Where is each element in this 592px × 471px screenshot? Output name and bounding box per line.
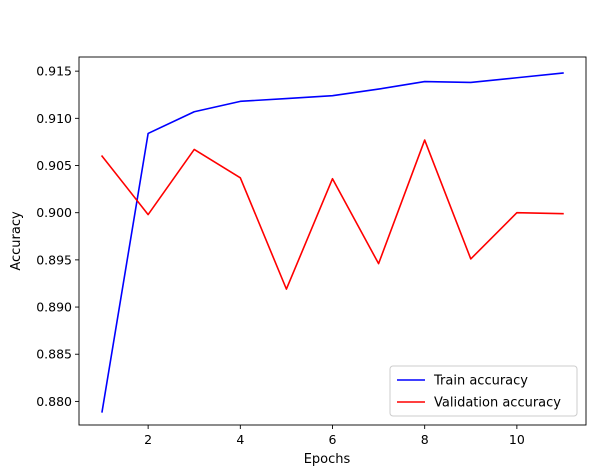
y-tick-label: 0.905 [36, 158, 72, 173]
x-tick-label: 6 [329, 432, 337, 447]
legend: Train accuracy Validation accuracy [389, 365, 578, 417]
legend-box [389, 365, 578, 417]
x-tick-label: 2 [144, 432, 152, 447]
series-layer [100, 72, 564, 413]
legend-label-train: Train accuracy [433, 374, 528, 389]
y-tick-label: 0.880 [36, 394, 72, 409]
legend-label-validation: Validation accuracy [434, 396, 561, 411]
y-tick-label: 0.910 [36, 111, 72, 126]
y-tick-label: 0.900 [36, 205, 72, 220]
y-axis-label: Accuracy [9, 211, 24, 271]
x-tick-label: 8 [421, 432, 429, 447]
y-tick-label: 0.885 [36, 347, 72, 362]
series-line-train [101, 72, 564, 413]
x-axis-label: Epochs [304, 452, 351, 467]
x-tick-label: 4 [236, 432, 244, 447]
y-tick-label: 0.890 [36, 300, 72, 315]
x-tick-label: 10 [509, 432, 525, 447]
series-line-validation [100, 139, 564, 290]
y-tick-label: 0.895 [36, 252, 72, 267]
plot-area [79, 57, 586, 425]
y-tick-label: 0.915 [36, 64, 72, 79]
ticks-layer: 2 4 6 8 10 0.880 0.885 0.890 0.895 0.900 0.905 0.91… [36, 64, 525, 447]
